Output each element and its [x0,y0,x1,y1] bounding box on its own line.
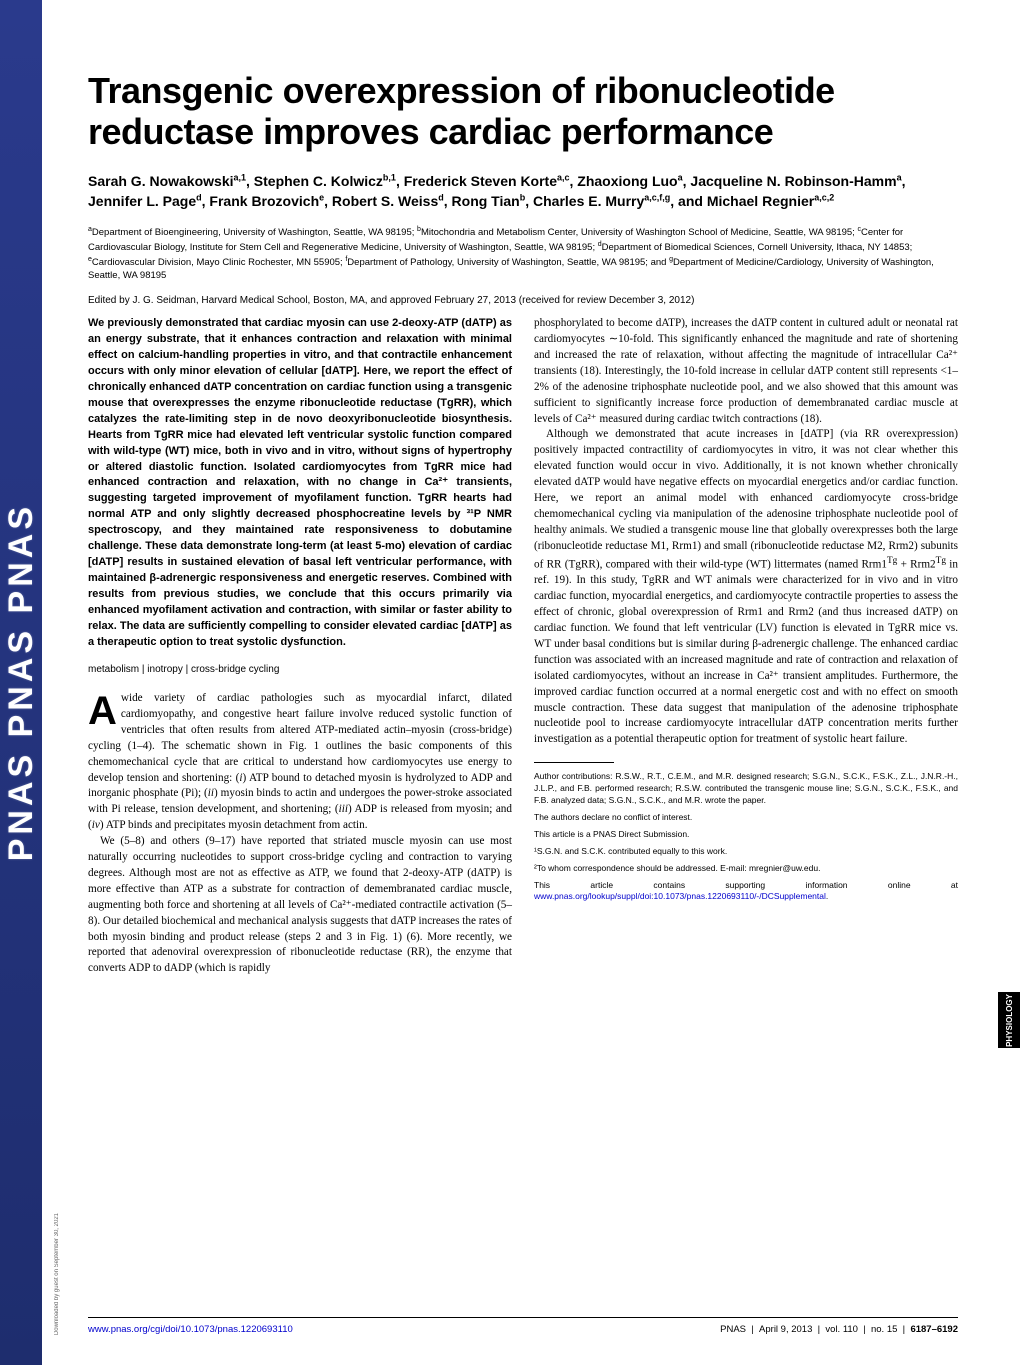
article-title: Transgenic overexpression of ribonucleot… [88,70,958,153]
footnote-divider [534,762,614,763]
page-footer: www.pnas.org/cgi/doi/10.1073/pnas.122069… [88,1317,958,1335]
right-column: phosphorylated to become dATP), increase… [534,316,958,977]
footnote-supporting: This article contains supporting informa… [534,880,958,904]
body-para-1: Awide variety of cardiac pathologies suc… [88,691,512,834]
footer-doi: www.pnas.org/cgi/doi/10.1073/pnas.122069… [88,1324,293,1335]
journal-name-vertical: PNAS PNAS PNAS [2,503,41,861]
download-note: Downloaded by guest on September 30, 202… [54,1213,60,1335]
footnote-contributions: Author contributions: R.S.W., R.T., C.E.… [534,771,958,807]
affiliations: aDepartment of Bioengineering, Universit… [88,225,958,283]
body-para-1-text: wide variety of cardiac pathologies such… [88,692,512,831]
body-para-2: We (5–8) and others (9–17) have reported… [88,834,512,977]
edited-by-line: Edited by J. G. Seidman, Harvard Medical… [88,295,958,306]
footnote-correspondence: ²To whom correspondence should be addres… [534,863,958,875]
two-column-body: We previously demonstrated that cardiac … [88,316,958,977]
section-tab: PHYSIOLOGY [998,992,1020,1048]
dropcap-letter: A [88,691,121,728]
footnotes-block: Author contributions: R.S.W., R.T., C.E.… [534,771,958,903]
footnote-submission: This article is a PNAS Direct Submission… [534,829,958,841]
abstract-text: We previously demonstrated that cardiac … [88,316,512,651]
keywords-line: metabolism | inotropy | cross-bridge cyc… [88,663,512,677]
section-tab-label: PHYSIOLOGY [1005,994,1014,1047]
body-para-r2: Although we demonstrated that acute incr… [534,427,958,748]
doi-link[interactable]: www.pnas.org/cgi/doi/10.1073/pnas.122069… [88,1324,293,1335]
article-page: Transgenic overexpression of ribonucleot… [88,70,958,977]
left-column: We previously demonstrated that cardiac … [88,316,512,977]
journal-sidebar: PNAS PNAS PNAS [0,0,42,1365]
authors-line: Sarah G. Nowakowskia,1, Stephen C. Kolwi… [88,171,958,212]
footnote-conflict: The authors declare no conflict of inter… [534,812,958,824]
supporting-info-link[interactable]: www.pnas.org/lookup/suppl/doi:10.1073/pn… [534,891,826,901]
footer-citation: PNAS | April 9, 2013 | vol. 110 | no. 15… [720,1324,958,1335]
body-text-left: Awide variety of cardiac pathologies suc… [88,691,512,977]
body-para-r1: phosphorylated to become dATP), increase… [534,316,958,427]
footnote-equal: ¹S.G.N. and S.C.K. contributed equally t… [534,846,958,858]
